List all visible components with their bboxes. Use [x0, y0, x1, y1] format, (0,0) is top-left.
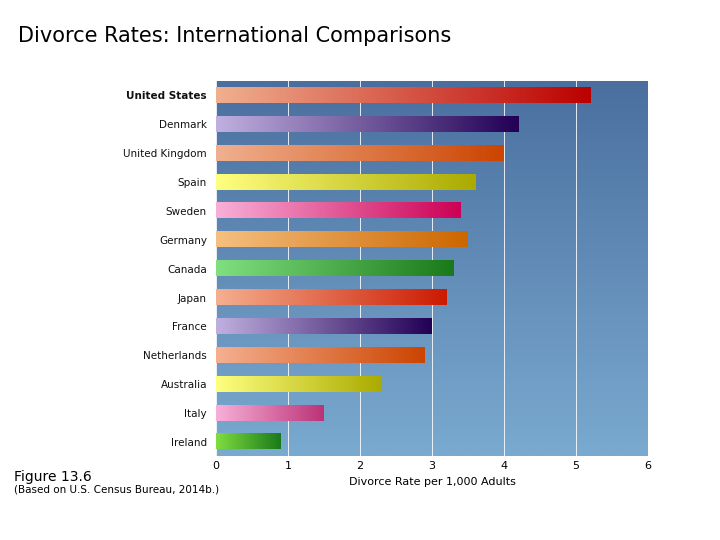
- Text: Figure 13.6: Figure 13.6: [14, 470, 91, 484]
- Text: PEARSON: PEARSON: [597, 511, 698, 529]
- X-axis label: Divorce Rate per 1,000 Adults: Divorce Rate per 1,000 Adults: [348, 477, 516, 487]
- Text: Divorce Rates: International Comparisons: Divorce Rates: International Comparisons: [18, 25, 451, 46]
- Text: (Based on U.S. Census Bureau, 2014b.): (Based on U.S. Census Bureau, 2014b.): [14, 484, 219, 494]
- Text: Copyright © 2016 Laura E. Berk. All Rights Reserved.: Copyright © 2016 Laura E. Berk. All Righ…: [14, 513, 330, 526]
